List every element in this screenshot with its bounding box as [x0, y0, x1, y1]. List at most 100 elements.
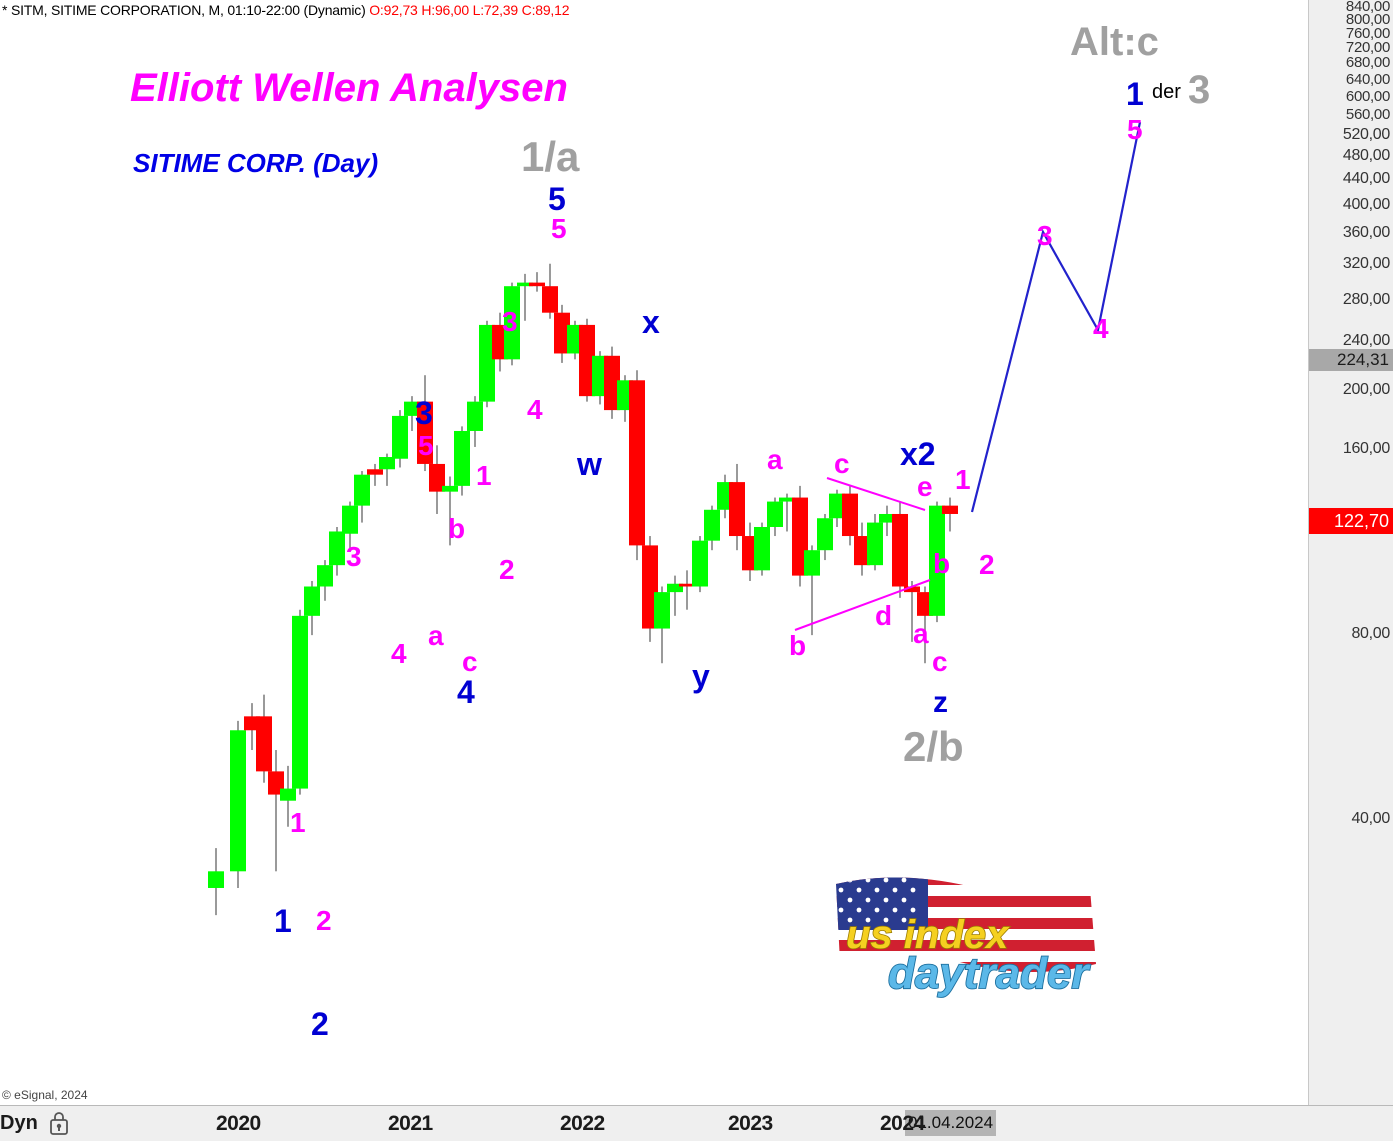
price-tick: 400,00 — [1342, 195, 1390, 213]
wave-y-blue: y — [692, 658, 710, 694]
wave3-mag-proj: 3 — [1037, 220, 1053, 251]
candlestick — [892, 501, 908, 598]
wave2-mag-proj: 2 — [979, 549, 995, 580]
candlestick — [929, 501, 945, 623]
candlestick — [292, 609, 308, 795]
candlestick — [230, 720, 246, 888]
logo-bottom-text: daytrader — [888, 949, 1091, 998]
page-subtitle: SITIME CORP. (Day) — [133, 148, 379, 178]
wave4-mag-a: 4 — [391, 638, 407, 669]
candlestick — [692, 536, 708, 593]
waveb-mag-2023: b — [789, 630, 807, 661]
price-tick: 680,00 — [1345, 54, 1390, 72]
wavea-mag: a — [428, 620, 444, 651]
wave5-mag-proj: 5 — [1127, 114, 1143, 145]
candlestick — [542, 263, 558, 319]
candlestick — [342, 501, 358, 551]
der-label: der — [1152, 81, 1181, 103]
candlestick — [367, 463, 383, 486]
dyn-label[interactable]: Dyn — [0, 1112, 38, 1134]
page-title: Elliott Wellen Analysen — [130, 66, 568, 110]
price-tick: 560,00 — [1345, 106, 1390, 124]
candlestick — [429, 445, 445, 514]
time-axis[interactable]: Dyn 01.04.2024 2020 2021 2022 2023 2024 — [0, 1105, 1393, 1141]
wave3-gray-der: 3 — [1188, 68, 1211, 112]
price-tick: 160,00 — [1342, 440, 1390, 458]
candlestick — [629, 370, 645, 561]
price-tick: 440,00 — [1342, 170, 1390, 188]
wave4-mag-proj: 4 — [1093, 313, 1109, 344]
time-tick-2021: 2021 — [388, 1112, 433, 1135]
ohlc-values: O:92,73 H:96,00 L:72,39 C:89,12 — [369, 2, 570, 18]
wave5-blue: 5 — [548, 181, 566, 217]
price-tick: 840,00 — [1345, 0, 1390, 15]
candlestick — [517, 273, 533, 321]
price-tick: 280,00 — [1342, 291, 1390, 308]
wave4-mag-b: 4 — [527, 394, 543, 425]
candlestick — [817, 513, 833, 561]
price-tick: 760,00 — [1345, 24, 1390, 42]
quote-header: * SITM, SITIME CORPORATION, M, 01:10-22:… — [2, 2, 569, 20]
time-tick-2024: 2024 — [880, 1112, 925, 1135]
wave3-mag: 3 — [346, 541, 362, 572]
alt-c-label: Alt:c — [1070, 20, 1159, 64]
time-tick-2020: 2020 — [216, 1112, 261, 1135]
candlestick — [779, 493, 795, 532]
wave2-mag-left: 2 — [316, 905, 332, 936]
wave2-mag-a: 2 — [499, 554, 515, 585]
candlestick — [829, 489, 845, 527]
time-tick-2022: 2022 — [560, 1112, 605, 1135]
high-price-tag: 224,31 — [1309, 349, 1393, 372]
wave1-mag-a: 1 — [476, 460, 492, 491]
wave4-blue: 4 — [457, 674, 475, 710]
elliott-projection — [970, 121, 1142, 513]
price-tick: 40,00 — [1351, 810, 1390, 827]
price-tick: 240,00 — [1342, 332, 1390, 350]
price-tick: 480,00 — [1342, 147, 1390, 165]
candlestick — [504, 282, 520, 366]
price-axis[interactable]: 224,31 122,70 840,00 800,00 760,00 720,00 68… — [1308, 0, 1393, 1105]
lock-icon[interactable] — [48, 1111, 70, 1135]
candlestick — [667, 575, 683, 616]
wave1-blue-der: 1 — [1126, 76, 1144, 112]
candlestick — [442, 476, 458, 546]
wave3-blue: 3 — [415, 395, 433, 431]
candlestick — [879, 505, 895, 537]
wave1-mag-proj: 1 — [955, 464, 971, 495]
waveb-mag-z: b — [933, 548, 951, 579]
candlestick — [280, 765, 296, 827]
deg1-label: 1/a — [521, 133, 580, 180]
candlestick — [454, 426, 470, 496]
wave-x-blue: x — [642, 304, 660, 340]
wavee-mag-tri: e — [917, 471, 933, 502]
last-price-tag: 122,70 — [1309, 508, 1393, 535]
wave3-mag-b: 3 — [502, 306, 518, 337]
wavea-mag-z: a — [913, 618, 929, 649]
candlestick — [867, 513, 883, 571]
wave1-mag-left: 1 — [290, 807, 306, 838]
deg2b-label: 2/b — [903, 723, 964, 770]
candlestick — [329, 526, 345, 576]
wavec-mag-tri: c — [834, 448, 850, 479]
wave2-blue-left: 2 — [311, 1006, 329, 1042]
candlestick — [467, 396, 483, 447]
copyright-notice: © eSignal, 2024 — [2, 1088, 88, 1102]
chart-plot-area[interactable] — [0, 20, 1308, 1085]
wavec-mag: c — [462, 646, 478, 677]
time-tick-2023: 2023 — [728, 1112, 773, 1135]
candlestick — [679, 570, 695, 610]
candlestick — [942, 497, 958, 532]
candlestick — [304, 581, 320, 636]
wave-x2-blue: x2 — [900, 436, 936, 472]
candlestick — [854, 522, 870, 576]
price-tick: 720,00 — [1345, 39, 1390, 57]
waved-mag-tri: d — [875, 600, 893, 631]
price-tick: 360,00 — [1342, 223, 1390, 241]
candlestick — [392, 410, 408, 468]
candlestick — [479, 320, 495, 408]
date-cursor-tag: 01.04.2024 — [905, 1110, 997, 1136]
candlestick — [804, 545, 820, 636]
candlestick-canvas — [208, 121, 1142, 916]
triangle-upper — [826, 477, 926, 511]
